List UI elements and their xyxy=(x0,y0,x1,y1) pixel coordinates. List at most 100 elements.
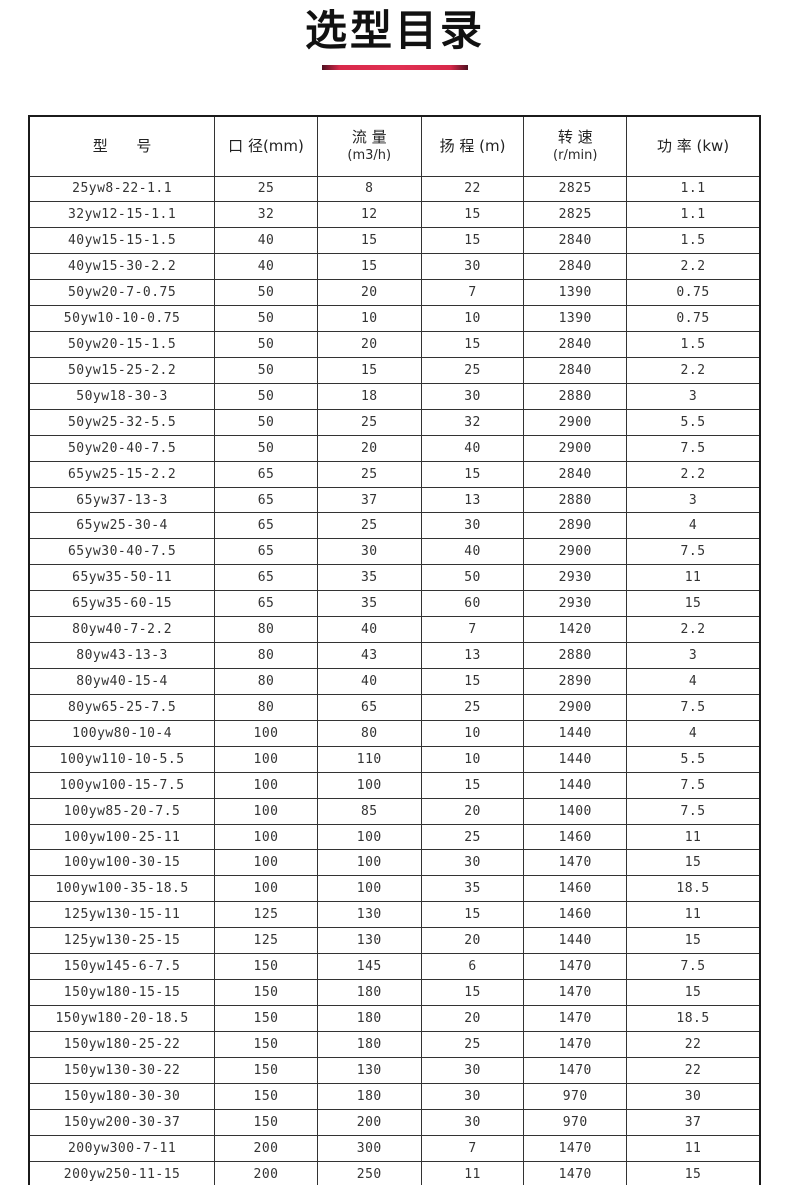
cell-speed_rpm: 1460 xyxy=(523,823,628,851)
cell-speed_rpm: 1470 xyxy=(523,1160,628,1185)
cell-speed_rpm: 2840 xyxy=(523,356,628,384)
header-speed: 转 速 (r/min) xyxy=(523,115,628,177)
page-header: 选型目录 xyxy=(0,0,790,70)
cell-speed_rpm: 1400 xyxy=(523,797,628,825)
cell-speed_rpm: 1440 xyxy=(523,771,628,799)
cell-flow_m3h: 130 xyxy=(316,1056,422,1084)
table-row: 100yw100-35-18.5 100 100 35 1460 18.5 xyxy=(28,875,761,903)
cell-diameter_mm: 125 xyxy=(214,901,318,929)
cell-diameter_mm: 100 xyxy=(214,797,318,825)
header-head-label: 扬 程 (m) xyxy=(439,136,506,155)
cell-diameter_mm: 80 xyxy=(214,668,318,695)
cell-flow_m3h: 80 xyxy=(316,719,422,747)
table-row: 150yw180-30-30 150 180 30 970 30 xyxy=(28,1082,761,1110)
cell-diameter_mm: 150 xyxy=(214,1005,318,1032)
cell-flow_m3h: 100 xyxy=(316,875,422,903)
cell-speed_rpm: 1470 xyxy=(523,1056,628,1084)
table-row: 50yw20-7-0.75 50 20 7 1390 0.75 xyxy=(28,279,761,307)
cell-head_m: 6 xyxy=(420,953,525,981)
cell-diameter_mm: 65 xyxy=(214,512,318,540)
title-underline-bar xyxy=(322,65,468,70)
cell-power_kw: 7.5 xyxy=(626,953,761,981)
cell-model: 150yw130-30-22 xyxy=(28,1056,216,1084)
cell-flow_m3h: 37 xyxy=(316,486,422,514)
cell-flow_m3h: 8 xyxy=(316,175,422,203)
cell-power_kw: 2.2 xyxy=(626,253,761,281)
cell-head_m: 15 xyxy=(420,668,525,695)
cell-power_kw: 15 xyxy=(626,849,761,877)
cell-power_kw: 1.1 xyxy=(626,201,761,229)
cell-flow_m3h: 15 xyxy=(316,356,422,384)
cell-flow_m3h: 300 xyxy=(316,1134,422,1162)
cell-head_m: 10 xyxy=(420,745,525,773)
cell-diameter_mm: 150 xyxy=(214,953,318,981)
table-row: 25yw8-22-1.1 25 8 22 2825 1.1 xyxy=(28,175,761,203)
table-row: 50yw20-15-1.5 50 20 15 2840 1.5 xyxy=(28,331,761,358)
cell-flow_m3h: 40 xyxy=(316,616,422,644)
cell-diameter_mm: 50 xyxy=(214,279,318,307)
cell-diameter_mm: 50 xyxy=(214,434,318,462)
cell-speed_rpm: 2840 xyxy=(523,227,628,255)
cell-speed_rpm: 2880 xyxy=(523,382,628,410)
table-row: 150yw200-30-37 150 200 30 970 37 xyxy=(28,1108,761,1136)
cell-diameter_mm: 50 xyxy=(214,331,318,358)
cell-diameter_mm: 80 xyxy=(214,616,318,644)
cell-diameter_mm: 100 xyxy=(214,875,318,903)
cell-flow_m3h: 35 xyxy=(316,564,422,592)
cell-model: 125yw130-15-11 xyxy=(28,901,216,929)
cell-model: 200yw250-11-15 xyxy=(28,1160,216,1185)
cell-speed_rpm: 2825 xyxy=(523,175,628,203)
cell-speed_rpm: 1470 xyxy=(523,1134,628,1162)
table-row: 80yw43-13-3 80 43 13 2880 3 xyxy=(28,642,761,670)
cell-flow_m3h: 25 xyxy=(316,408,422,436)
cell-power_kw: 7.5 xyxy=(626,771,761,799)
cell-flow_m3h: 40 xyxy=(316,668,422,695)
cell-power_kw: 5.5 xyxy=(626,745,761,773)
cell-model: 100yw100-30-15 xyxy=(28,849,216,877)
cell-diameter_mm: 32 xyxy=(214,201,318,229)
cell-model: 65yw35-60-15 xyxy=(28,590,216,618)
selection-table: 型 号 口 径(mm) 流 量 (m3/h) 扬 程 (m) xyxy=(28,115,761,1185)
cell-flow_m3h: 43 xyxy=(316,642,422,670)
header-row: 型 号 口 径(mm) 流 量 (m3/h) 扬 程 (m) xyxy=(28,115,761,177)
cell-head_m: 30 xyxy=(420,1082,525,1110)
cell-diameter_mm: 65 xyxy=(214,564,318,592)
cell-power_kw: 11 xyxy=(626,901,761,929)
table-row: 50yw18-30-3 50 18 30 2880 3 xyxy=(28,382,761,410)
cell-diameter_mm: 100 xyxy=(214,771,318,799)
cell-head_m: 15 xyxy=(420,979,525,1006)
table-row: 80yw40-7-2.2 80 40 7 1420 2.2 xyxy=(28,616,761,644)
table-row: 100yw80-10-4 100 80 10 1440 4 xyxy=(28,719,761,747)
table-row: 50yw10-10-0.75 50 10 10 1390 0.75 xyxy=(28,305,761,333)
header-speed-label: 转 速 xyxy=(557,128,593,147)
cell-power_kw: 7.5 xyxy=(626,693,761,721)
table-row: 150yw180-20-18.5 150 180 20 1470 18.5 xyxy=(28,1005,761,1032)
cell-diameter_mm: 50 xyxy=(214,382,318,410)
cell-power_kw: 18.5 xyxy=(626,875,761,903)
cell-power_kw: 37 xyxy=(626,1108,761,1136)
cell-model: 100yw80-10-4 xyxy=(28,719,216,747)
cell-head_m: 30 xyxy=(420,382,525,410)
cell-speed_rpm: 1470 xyxy=(523,849,628,877)
cell-speed_rpm: 2890 xyxy=(523,512,628,540)
cell-speed_rpm: 970 xyxy=(523,1108,628,1136)
cell-flow_m3h: 100 xyxy=(316,823,422,851)
header-power-label: 功 率 (kw) xyxy=(656,136,730,155)
cell-model: 100yw85-20-7.5 xyxy=(28,797,216,825)
cell-speed_rpm: 1460 xyxy=(523,875,628,903)
cell-head_m: 15 xyxy=(420,201,525,229)
cell-power_kw: 7.5 xyxy=(626,797,761,825)
cell-head_m: 13 xyxy=(420,486,525,514)
cell-head_m: 25 xyxy=(420,356,525,384)
page-title: 选型目录 xyxy=(304,6,485,55)
cell-speed_rpm: 2900 xyxy=(523,434,628,462)
cell-diameter_mm: 50 xyxy=(214,305,318,333)
cell-diameter_mm: 150 xyxy=(214,1108,318,1136)
cell-diameter_mm: 50 xyxy=(214,408,318,436)
cell-power_kw: 15 xyxy=(626,590,761,618)
cell-flow_m3h: 65 xyxy=(316,693,422,721)
cell-head_m: 25 xyxy=(420,693,525,721)
cell-speed_rpm: 2900 xyxy=(523,408,628,436)
cell-flow_m3h: 130 xyxy=(316,901,422,929)
cell-diameter_mm: 100 xyxy=(214,849,318,877)
